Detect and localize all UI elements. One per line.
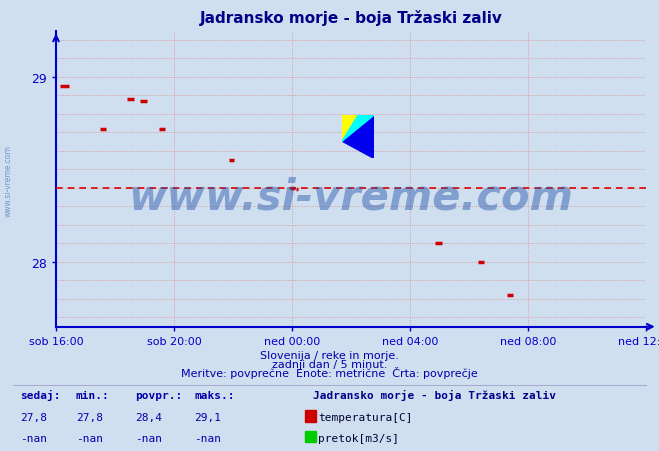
Polygon shape — [342, 116, 374, 142]
Text: maks.:: maks.: — [194, 390, 235, 400]
Text: min.:: min.: — [76, 390, 109, 400]
Text: -nan: -nan — [76, 433, 103, 442]
Text: 28,4: 28,4 — [135, 412, 162, 422]
Text: Meritve: povprečne  Enote: metrične  Črta: povprečje: Meritve: povprečne Enote: metrične Črta:… — [181, 367, 478, 378]
Text: 27,8: 27,8 — [20, 412, 47, 422]
Text: povpr.:: povpr.: — [135, 390, 183, 400]
Title: Jadransko morje - boja Tržaski zaliv: Jadransko morje - boja Tržaski zaliv — [200, 10, 502, 26]
Text: Slovenija / reke in morje.: Slovenija / reke in morje. — [260, 350, 399, 360]
Polygon shape — [342, 116, 358, 142]
Text: temperatura[C]: temperatura[C] — [318, 412, 413, 422]
Text: -nan: -nan — [135, 433, 162, 442]
Text: sedaj:: sedaj: — [20, 389, 60, 400]
Text: pretok[m3/s]: pretok[m3/s] — [318, 433, 399, 442]
Text: 27,8: 27,8 — [76, 412, 103, 422]
Text: www.si-vreme.com: www.si-vreme.com — [4, 144, 13, 216]
Text: 29,1: 29,1 — [194, 412, 221, 422]
Text: zadnji dan / 5 minut.: zadnji dan / 5 minut. — [272, 359, 387, 369]
Text: Jadransko morje - boja Tržaski zaliv: Jadransko morje - boja Tržaski zaliv — [313, 389, 556, 400]
Text: www.si-vreme.com: www.si-vreme.com — [129, 176, 573, 218]
Text: -nan: -nan — [194, 433, 221, 442]
Polygon shape — [342, 116, 374, 159]
Text: -nan: -nan — [20, 433, 47, 442]
